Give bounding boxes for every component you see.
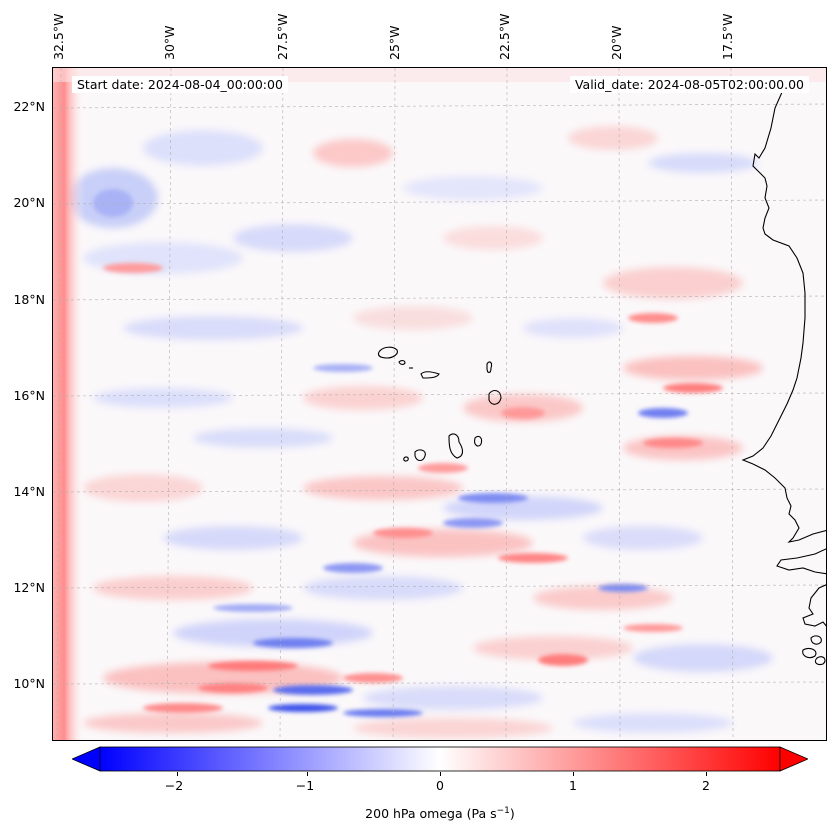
- colorbar-label: 200 hPa omega (Pa s−1): [365, 806, 515, 822]
- island-brava: [403, 456, 409, 462]
- lat-label-14n: 14°N: [13, 484, 45, 499]
- valid-date-label: Valid_date: 2024-08-05T02:00:00.00: [569, 76, 809, 93]
- island-santiago: [448, 433, 464, 459]
- lat-label-10n: 10°N: [13, 676, 45, 691]
- guinea-bissau-coast: [802, 584, 826, 627]
- colorbar-extend-max: [779, 746, 808, 772]
- map-panel: [52, 67, 827, 741]
- colorbar-scale: [99, 746, 781, 772]
- omega-field-streaks: [93, 189, 723, 717]
- lat-label-12n: 12°N: [13, 580, 45, 595]
- island-fogo: [414, 449, 426, 462]
- lat-label-18n: 18°N: [13, 292, 45, 307]
- island-sao-vicente: [398, 360, 406, 365]
- gridline-25w: [392, 68, 396, 740]
- colorbar-tickmark-2: [706, 772, 707, 776]
- lat-label-22n: 22°N: [13, 99, 45, 114]
- lon-label-25w: 25°W: [387, 25, 402, 60]
- colorbar-variable: 200 hPa omega: [365, 806, 463, 822]
- island-sal: [486, 361, 493, 374]
- graticule: [53, 68, 826, 740]
- colorbar-tick-2: 2: [702, 778, 710, 793]
- lat-label-16n: 16°N: [13, 388, 45, 403]
- lon-label-27-5w: 27.5°W: [275, 13, 290, 60]
- gridline-30w: [166, 68, 172, 740]
- colorbar-units: Pa s: [471, 806, 497, 822]
- colorbar: [72, 746, 808, 772]
- colorbar-tick-1: 1: [569, 778, 577, 793]
- gridline-20w: [618, 68, 621, 740]
- island-santo-antao: [377, 346, 398, 359]
- lon-label-32-5w: 32.5°W: [51, 13, 66, 60]
- colorbar-tickmark-0: [440, 772, 441, 776]
- lon-label-22-5w: 22.5°W: [497, 13, 512, 60]
- colorbar-tickmark-neg2: [177, 772, 178, 776]
- omega-field-map: [53, 68, 826, 740]
- omega-field-shading: [68, 126, 773, 738]
- colorbar-tick-0: 0: [436, 778, 444, 793]
- colorbar-units-exponent: −1: [496, 806, 510, 816]
- colorbar-tickmark-1: [573, 772, 574, 776]
- left-boundary-band: [53, 68, 85, 740]
- island-sao-nicolau: [420, 371, 440, 379]
- colorbar-tick-neg2: −2: [164, 778, 184, 793]
- colorbar-tickmark-neg1: [307, 772, 308, 776]
- lon-label-20w: 20°W: [609, 25, 624, 60]
- coastlines: [377, 89, 826, 666]
- gridline-27-5w: [279, 68, 284, 740]
- bijagos-islands: [802, 635, 826, 666]
- african-coastline: [741, 89, 826, 543]
- gridline-32-5w: [56, 68, 62, 740]
- gambia-senegal-outline: [776, 548, 826, 575]
- start-date-label: Start date: 2024-08-04_00:00:00: [72, 76, 288, 93]
- lon-label-17-5w: 17.5°W: [720, 13, 735, 60]
- island-maio: [474, 435, 483, 447]
- lat-label-20n: 20°N: [13, 195, 45, 210]
- colorbar-tick-neg1: −1: [295, 778, 315, 793]
- colorbar-extend-min: [72, 746, 101, 772]
- gridline-17-5w: [730, 68, 734, 740]
- gridline-22-5w: [505, 68, 508, 740]
- lon-label-30w: 30°W: [162, 25, 177, 60]
- island-boa-vista: [488, 389, 502, 405]
